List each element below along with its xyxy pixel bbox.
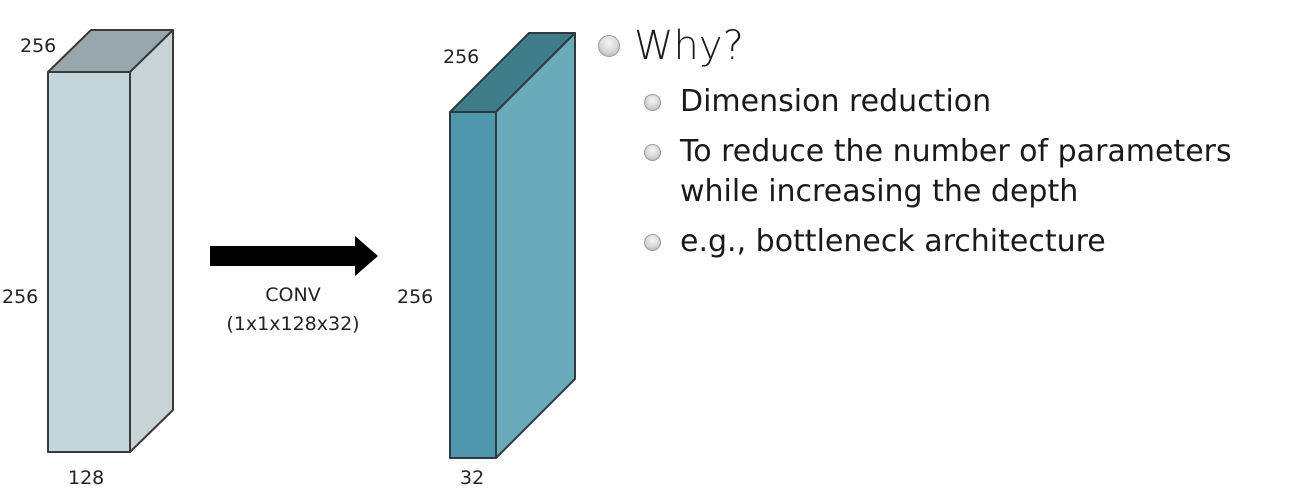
sub-bullet-item: e.g., bottleneck architecture bbox=[644, 222, 1280, 262]
conv-params-label: (1x1x128x32) bbox=[226, 313, 359, 335]
output-volume-block bbox=[449, 32, 576, 459]
input-block-top-label: 256 bbox=[20, 35, 56, 57]
input-block-height-label: 256 bbox=[2, 286, 38, 308]
output-block-height-label: 256 bbox=[397, 286, 433, 308]
bullet-heading-row: Why? bbox=[598, 20, 1280, 72]
sub-bullet-item: Dimension reduction bbox=[644, 82, 1280, 122]
output-block-depth-label: 32 bbox=[460, 467, 484, 489]
sub-bullet-text: e.g., bottleneck architecture bbox=[680, 224, 1106, 259]
input-volume-block bbox=[47, 29, 174, 453]
bullet-icon bbox=[598, 35, 620, 57]
bullet-list: Why? Dimension reduction To reduce the n… bbox=[598, 20, 1280, 262]
conv-operation-label: CONV bbox=[265, 284, 320, 306]
bullet-icon bbox=[644, 94, 661, 111]
output-block-top-label: 256 bbox=[443, 46, 479, 68]
bullet-icon bbox=[644, 234, 661, 251]
conv-arrow-icon bbox=[210, 236, 378, 276]
sub-bullet-item: To reduce the number of parameters while… bbox=[644, 132, 1280, 212]
input-block-depth-label: 128 bbox=[68, 467, 104, 489]
input-block-front-face bbox=[47, 71, 131, 453]
bullet-heading: Why? bbox=[634, 23, 744, 69]
output-block-front-face bbox=[449, 111, 497, 459]
input-block-side-face bbox=[129, 29, 174, 453]
sub-bullet-text: Dimension reduction bbox=[680, 84, 992, 119]
sub-bullet-text: To reduce the number of parameters while… bbox=[680, 134, 1232, 209]
bullet-icon bbox=[644, 144, 661, 161]
